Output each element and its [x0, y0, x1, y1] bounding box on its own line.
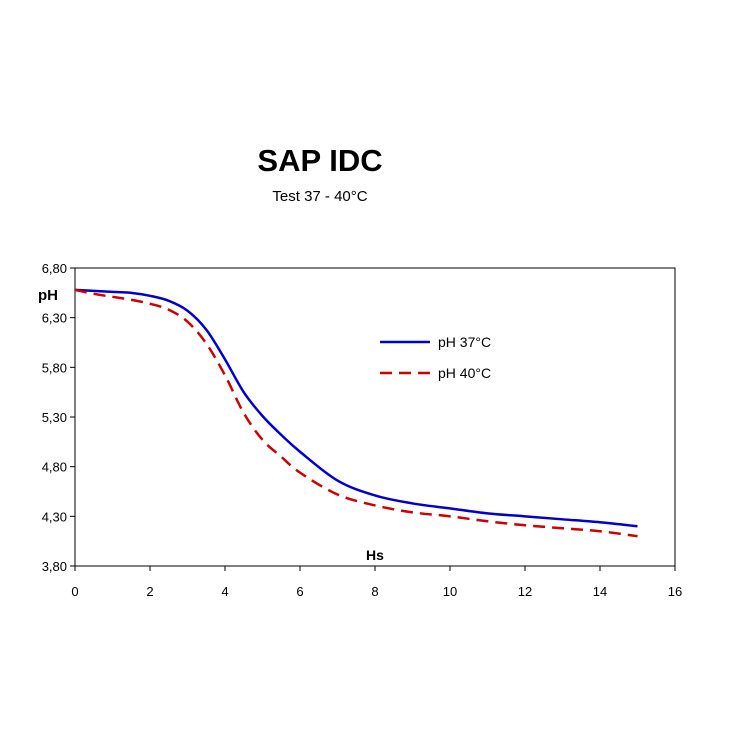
- legend-label-37: pH 37°C: [438, 334, 491, 350]
- chart-title: SAP IDC: [257, 143, 383, 178]
- x-tick-label: 8: [371, 584, 378, 599]
- legend-label-40: pH 40°C: [438, 365, 491, 381]
- x-tick-label: 14: [593, 584, 607, 599]
- x-tick-label: 16: [668, 584, 682, 599]
- series-line-ph-40: [74, 288, 638, 538]
- y-tick-label: 5,30: [42, 410, 67, 425]
- y-tick-label: 4,30: [42, 509, 67, 524]
- y-axis-label: pH: [38, 287, 58, 304]
- series-lines: [74, 288, 638, 538]
- series-line-ph-37: [74, 288, 638, 528]
- x-tick-label: 6: [296, 584, 303, 599]
- x-tick-label: 10: [443, 584, 457, 599]
- chart-subtitle: Test 37 - 40°C: [272, 188, 368, 205]
- x-tick-label: 4: [221, 584, 228, 599]
- plot-area: [74, 267, 676, 567]
- x-axis: 0 2 4 6 8 10 12 14 16: [71, 566, 682, 599]
- y-tick-label: 6,30: [42, 311, 67, 326]
- y-tick-label: 3,80: [42, 559, 67, 574]
- x-tick-label: 12: [518, 584, 532, 599]
- y-axis: 3,80 4,30 4,80 5,30 5,80 6,30 6,80: [42, 261, 75, 574]
- legend: pH 37°C pH 40°C: [380, 334, 491, 381]
- y-tick-label: 5,80: [42, 360, 67, 375]
- x-tick-label: 2: [146, 584, 153, 599]
- y-tick-label: 6,80: [42, 261, 67, 276]
- y-tick-label: 4,80: [42, 460, 67, 475]
- x-axis-label: Hs: [366, 547, 384, 563]
- x-tick-label: 0: [71, 584, 78, 599]
